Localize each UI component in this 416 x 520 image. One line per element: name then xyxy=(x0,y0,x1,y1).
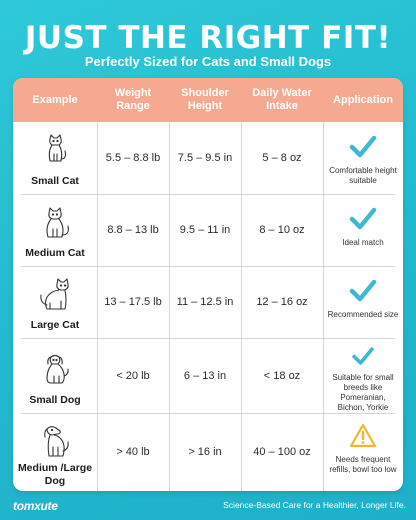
table-row-large-cat: Large Cat xyxy=(13,266,97,338)
animal-label: Small Dog xyxy=(29,394,81,406)
size-comparison-table: Example Weight Range Shoulder Height Dai… xyxy=(13,78,403,491)
table-row-small-dog: Small Dog xyxy=(13,338,97,413)
small-cat-icon xyxy=(48,134,67,162)
row-divider xyxy=(21,413,395,414)
row-divider xyxy=(21,266,395,267)
height-cell: 11 – 12.5 in xyxy=(176,296,234,308)
footer-tagline: Science-Based Care for a Healthier, Long… xyxy=(223,500,406,510)
column-header-weight: Weight Range xyxy=(114,87,152,112)
table-row-small-cat: Small Cat xyxy=(13,122,97,194)
checkmark-icon xyxy=(349,279,377,302)
weight-cell: 5.5 – 8.8 lb xyxy=(105,152,161,164)
water-cell: 40 – 100 oz xyxy=(253,446,311,458)
application-cell: Recommended size xyxy=(323,266,403,338)
animal-label: Medium Cat xyxy=(25,247,85,259)
column-divider xyxy=(241,122,242,491)
table-row-large-dog: Medium /Large Dog xyxy=(13,413,97,491)
brand-logo: tomxute xyxy=(13,499,58,513)
weight-cell: > 40 lb xyxy=(116,446,150,458)
large-cat-icon xyxy=(40,278,69,310)
large-dog-icon xyxy=(44,426,69,457)
column-header-water: Daily Water Intake xyxy=(252,87,312,112)
height-cell: 7.5 – 9.5 in xyxy=(177,152,233,164)
application-text: Suitable for small breeds like Pomerania… xyxy=(332,373,394,412)
column-divider xyxy=(97,122,98,491)
animal-label: Medium /Large Dog xyxy=(17,462,93,487)
column-divider xyxy=(169,122,170,491)
height-cell: 9.5 – 11 in xyxy=(179,224,231,236)
medium-cat-icon xyxy=(46,207,69,238)
checkmark-icon xyxy=(349,135,377,158)
height-cell: > 16 in xyxy=(188,446,222,458)
footer-bar: tomxute Science-Based Care for a Healthi… xyxy=(0,496,416,520)
checkmark-icon xyxy=(349,207,377,230)
column-header-height: Shoulder Height xyxy=(181,87,229,112)
application-cell: Suitable for small breeds like Pomerania… xyxy=(323,338,403,413)
animal-label: Large Cat xyxy=(30,319,80,331)
column-header-example: Example xyxy=(32,93,78,106)
application-cell: Comfortable height suitable xyxy=(323,122,403,194)
water-cell: 12 – 16 oz xyxy=(256,296,308,308)
weight-cell: 13 – 17.5 lb xyxy=(104,296,162,308)
small-dog-icon xyxy=(46,354,69,384)
water-cell: 5 – 8 oz xyxy=(262,152,302,164)
row-divider xyxy=(21,338,395,339)
weight-cell: 8.8 – 13 lb xyxy=(107,224,159,236)
animal-label: Small Cat xyxy=(31,175,79,187)
checkmark-icon xyxy=(352,347,374,365)
warning-icon xyxy=(349,423,377,448)
height-cell: 6 – 13 in xyxy=(183,369,227,382)
water-cell: 8 – 10 oz xyxy=(259,224,305,236)
table-row-medium-cat: Medium Cat xyxy=(13,194,97,266)
row-divider xyxy=(21,194,395,195)
water-cell: < 18 oz xyxy=(263,369,301,382)
column-header-application: Application xyxy=(333,93,393,106)
application-cell: Needs frequent refills, bowl too low xyxy=(323,413,403,491)
column-divider xyxy=(323,122,324,491)
application-text: Comfortable height suitable xyxy=(329,166,397,185)
page-title: JUST THE RIGHT FIT! xyxy=(24,20,392,56)
weight-cell: < 20 lb xyxy=(116,369,150,382)
application-cell: Ideal match xyxy=(323,194,403,266)
table-header-row: Example Weight Range Shoulder Height Dai… xyxy=(13,78,403,122)
application-text: Recommended size xyxy=(327,310,399,319)
page-subtitle: Perfectly Sized for Cats and Small Dogs xyxy=(84,54,332,69)
application-text: Ideal match xyxy=(342,238,384,247)
application-text: Needs frequent refills, bowl too low xyxy=(329,455,397,474)
